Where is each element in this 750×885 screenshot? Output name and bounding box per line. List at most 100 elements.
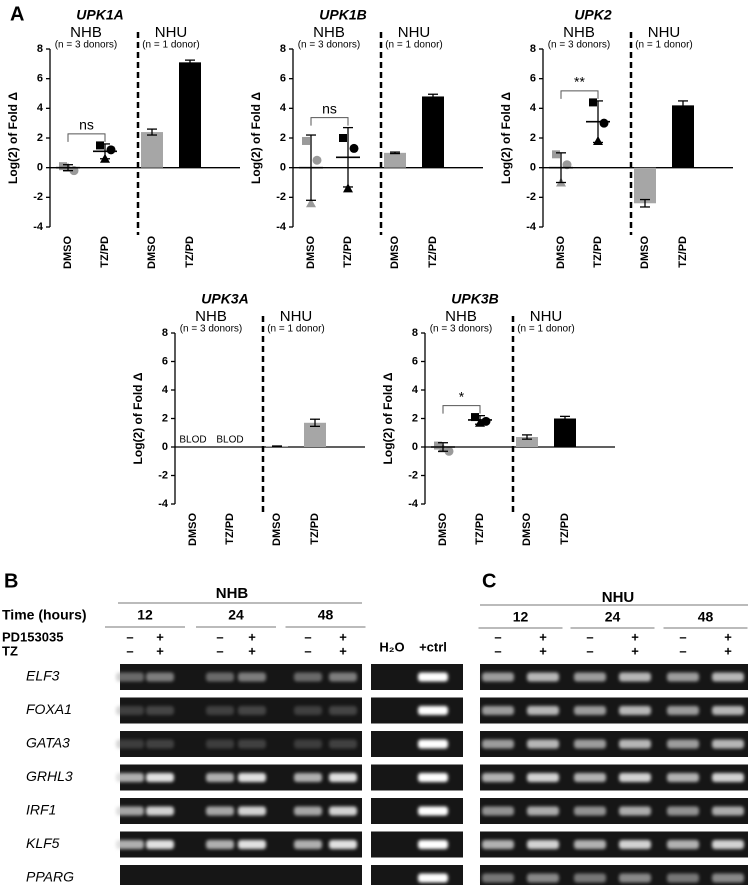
chart-title: UPK2: [574, 7, 612, 23]
chart-title: UPK3B: [451, 291, 498, 307]
group-note: (n = 3 donors): [55, 40, 118, 51]
x-tick-label: DMSO: [187, 513, 199, 546]
y-tick-label: 0: [162, 441, 168, 453]
gel-band: [619, 706, 651, 715]
gel-band: [238, 840, 266, 849]
group-label: NHU: [155, 24, 188, 41]
gel-band: [527, 706, 559, 715]
x-tick-label: TZ/PD: [474, 513, 486, 545]
group-label: NHU: [530, 308, 563, 325]
group-note: (n = 3 donors): [298, 40, 361, 51]
gel-strip: [371, 865, 463, 885]
gel-band: [574, 739, 606, 749]
lane-sign: +: [339, 629, 347, 644]
y-tick-label: -2: [33, 191, 43, 203]
gel-band: [418, 739, 448, 749]
annotation: BLOD: [216, 435, 243, 446]
y-tick-label: 0: [530, 162, 536, 174]
row-label: TZ: [2, 643, 18, 658]
panel-title: NHU: [602, 589, 635, 606]
lane-sign: +: [724, 629, 732, 644]
x-tick-label: TZ/PD: [592, 236, 604, 268]
gel-band: [329, 739, 357, 749]
gel-band: [527, 672, 559, 682]
gel-band: [116, 806, 144, 816]
chart-title: UPK1B: [319, 7, 366, 23]
gel-band: [329, 706, 357, 715]
y-tick-label: 2: [162, 412, 168, 424]
y-tick-label: 2: [530, 132, 536, 144]
lane-sign: +: [339, 643, 347, 658]
data-point: [306, 198, 316, 208]
group-label: NHU: [398, 24, 431, 41]
lane-sign: –: [304, 643, 311, 658]
lane-sign: –: [216, 643, 223, 658]
significance-bracket: [442, 405, 481, 414]
gel-band: [116, 672, 144, 682]
y-tick-label: -2: [526, 191, 536, 203]
gel-band: [619, 672, 651, 682]
gel-band: [238, 672, 266, 682]
gel-band: [206, 773, 234, 782]
gel-band: [527, 806, 559, 816]
group-note: (n = 1 donor): [635, 40, 693, 51]
gel-band: [574, 806, 606, 816]
lane-sign: –: [126, 629, 133, 644]
y-tick-label: -4: [276, 221, 287, 233]
lane-sign: –: [679, 643, 686, 658]
x-tick-label: TZ/PD: [427, 236, 439, 268]
group-note: (n = 3 donors): [180, 324, 243, 335]
gel-band: [206, 706, 234, 715]
gel-band: [667, 706, 699, 715]
data-point: [599, 118, 609, 128]
y-axis-label: Log(2) of Fold Δ: [249, 92, 263, 184]
x-tick-label: TZ/PD: [559, 513, 571, 545]
gel-band: [712, 706, 744, 715]
gel-band: [418, 873, 448, 883]
x-tick-label: TZ/PD: [184, 236, 196, 268]
gel-band: [329, 773, 357, 782]
gel-band: [146, 706, 174, 715]
gel-band: [329, 840, 357, 849]
y-tick-label: 2: [37, 132, 43, 144]
y-tick-label: 8: [280, 43, 286, 55]
y-axis-label: Log(2) of Fold Δ: [131, 372, 145, 464]
gel-band: [146, 806, 174, 816]
significance-label: ns: [322, 100, 337, 116]
y-tick-label: -4: [33, 221, 44, 233]
gel-band: [146, 739, 174, 749]
x-tick-label: DMSO: [146, 236, 158, 269]
gel-band: [206, 739, 234, 749]
row-label: Time (hours): [2, 607, 87, 623]
gel-band: [238, 806, 266, 816]
y-axis-label: Log(2) of Fold Δ: [499, 92, 513, 184]
gel-band: [527, 739, 559, 749]
chart-title: UPK3A: [201, 291, 248, 307]
gel-strip: [120, 865, 362, 885]
lane-sign: –: [679, 629, 686, 644]
data-point: [444, 446, 454, 456]
y-tick-label: 6: [530, 73, 536, 85]
gel-strip: [371, 798, 463, 824]
gel-band: [574, 672, 606, 682]
lane-sign: +: [248, 643, 256, 658]
data-point: [106, 145, 116, 155]
gene-label: IRF1: [26, 802, 56, 818]
group-note: (n = 3 donors): [430, 324, 493, 335]
gel-band: [418, 706, 448, 715]
group-label: NHU: [280, 308, 313, 325]
lane-sign: –: [586, 643, 593, 658]
significance-label: **: [574, 74, 585, 90]
gel-band: [116, 773, 144, 782]
time-label: 12: [137, 607, 153, 623]
y-tick-label: 6: [37, 73, 43, 85]
gel-band: [482, 739, 514, 749]
gel-band: [712, 806, 744, 816]
gel-band: [418, 773, 448, 782]
gel-band: [667, 672, 699, 682]
y-tick-label: 4: [162, 384, 169, 396]
gel-strip: [480, 764, 748, 791]
gel-band: [238, 739, 266, 749]
panel-label: C: [482, 570, 496, 592]
gel-strip: [480, 697, 748, 724]
